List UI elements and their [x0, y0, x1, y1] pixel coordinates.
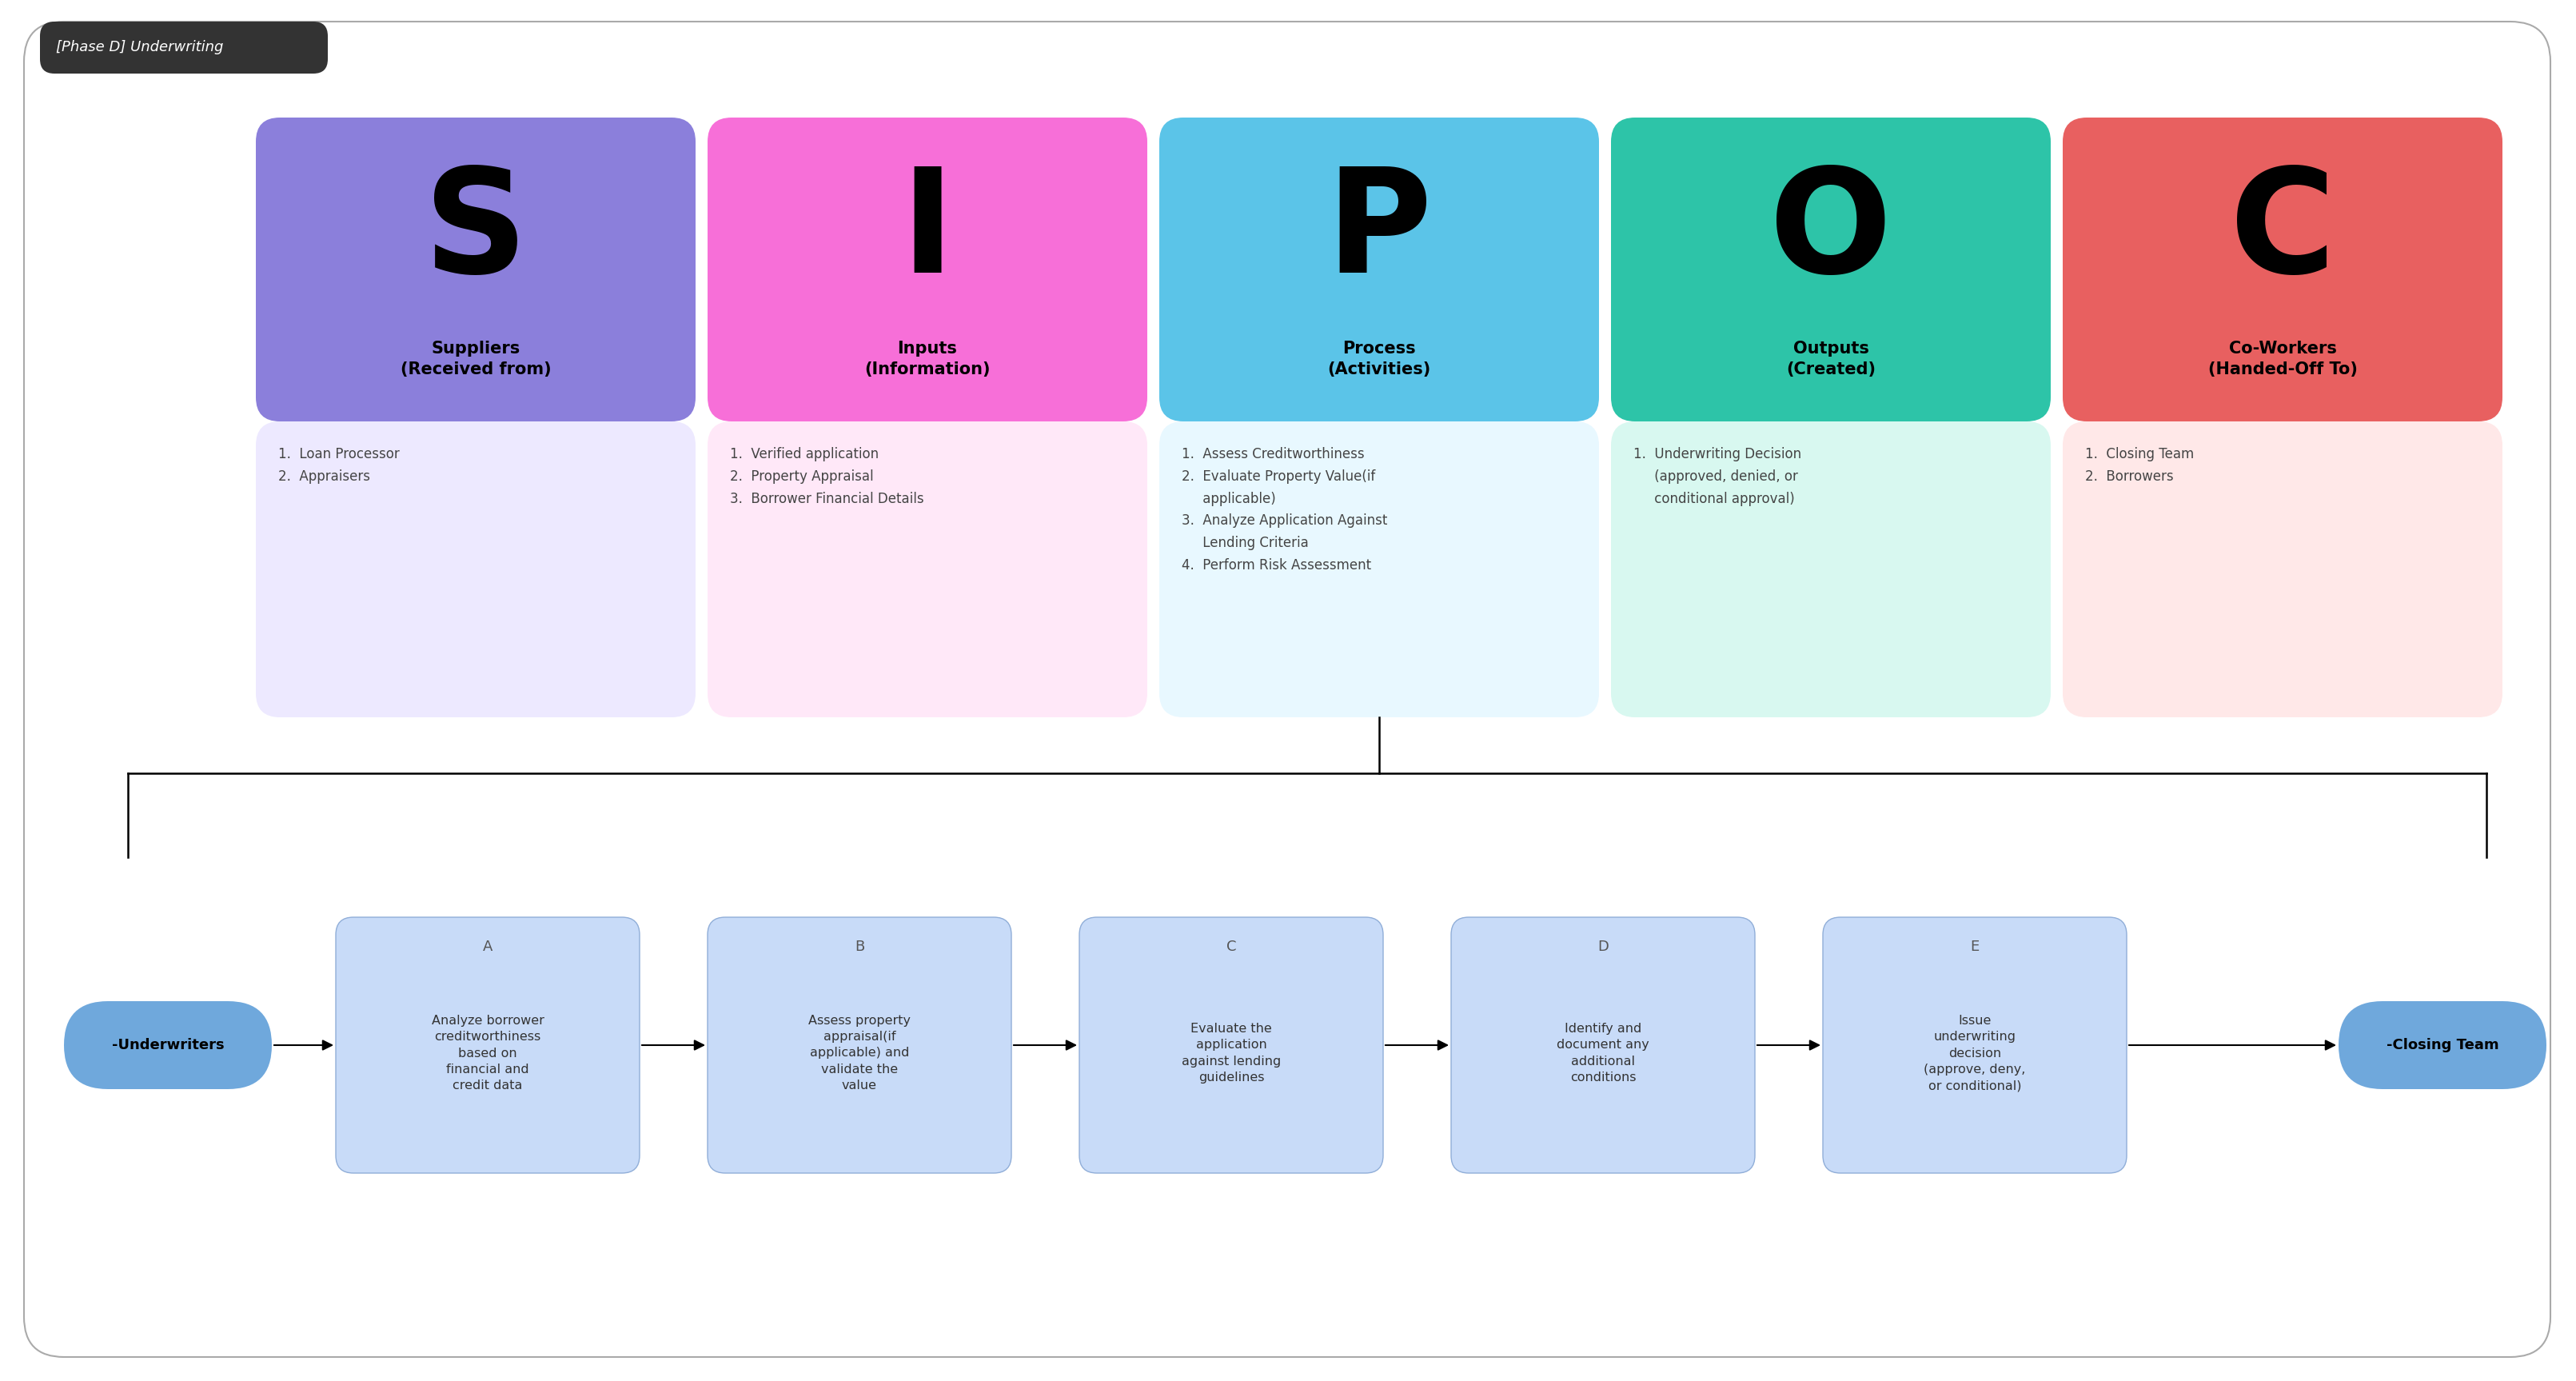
Text: 1.  Verified application
2.  Property Appraisal
3.  Borrower Financial Details: 1. Verified application 2. Property Appr… [729, 447, 925, 505]
Text: C: C [2228, 163, 2334, 304]
Text: E: E [1971, 939, 1978, 954]
Text: Suppliers
(Received from): Suppliers (Received from) [399, 341, 551, 377]
Text: C: C [1226, 939, 1236, 954]
FancyBboxPatch shape [1159, 421, 1600, 717]
FancyBboxPatch shape [708, 917, 1010, 1172]
FancyBboxPatch shape [64, 1001, 270, 1090]
FancyBboxPatch shape [1159, 117, 1600, 421]
Text: -Closing Team: -Closing Team [2385, 1039, 2499, 1052]
FancyBboxPatch shape [2061, 117, 2501, 421]
Text: Process
(Activities): Process (Activities) [1327, 341, 1430, 377]
Text: B: B [855, 939, 863, 954]
FancyBboxPatch shape [255, 117, 696, 421]
Text: 1.  Loan Processor
2.  Appraisers: 1. Loan Processor 2. Appraisers [278, 447, 399, 483]
Text: O: O [1770, 163, 1891, 304]
Text: D: D [1597, 939, 1607, 954]
Text: Evaluate the
application
against lending
guidelines: Evaluate the application against lending… [1182, 1023, 1280, 1084]
FancyBboxPatch shape [1821, 917, 2125, 1172]
FancyBboxPatch shape [708, 117, 1146, 421]
FancyBboxPatch shape [41, 22, 327, 73]
Text: Assess property
appraisal(if
applicable) and
validate the
value: Assess property appraisal(if applicable)… [809, 1015, 909, 1092]
FancyBboxPatch shape [255, 421, 696, 717]
FancyBboxPatch shape [335, 917, 639, 1172]
Text: P: P [1327, 163, 1432, 304]
Text: Issue
underwriting
decision
(approve, deny,
or conditional): Issue underwriting decision (approve, de… [1924, 1015, 2025, 1092]
Text: 1.  Assess Creditworthiness
2.  Evaluate Property Value(if
     applicable)
3.  : 1. Assess Creditworthiness 2. Evaluate P… [1182, 447, 1386, 573]
FancyBboxPatch shape [2061, 421, 2501, 717]
Text: Outputs
(Created): Outputs (Created) [1785, 341, 1875, 377]
Text: Inputs
(Information): Inputs (Information) [863, 341, 989, 377]
Text: I: I [899, 163, 953, 304]
Text: S: S [422, 163, 528, 304]
FancyBboxPatch shape [1450, 917, 1754, 1172]
Text: Identify and
document any
additional
conditions: Identify and document any additional con… [1556, 1023, 1649, 1084]
FancyBboxPatch shape [1610, 421, 2050, 717]
Text: A: A [482, 939, 492, 954]
FancyBboxPatch shape [1610, 117, 2050, 421]
Text: -Underwriters: -Underwriters [111, 1039, 224, 1052]
FancyBboxPatch shape [2339, 1001, 2545, 1090]
Text: Analyze borrower
creditworthiness
based on
financial and
credit data: Analyze borrower creditworthiness based … [430, 1015, 544, 1092]
FancyBboxPatch shape [1079, 917, 1383, 1172]
Text: 1.  Closing Team
2.  Borrowers: 1. Closing Team 2. Borrowers [2084, 447, 2192, 483]
FancyBboxPatch shape [708, 421, 1146, 717]
Text: [Phase D] Underwriting: [Phase D] Underwriting [57, 40, 224, 55]
FancyBboxPatch shape [23, 22, 2550, 1358]
Text: 1.  Underwriting Decision
     (approved, denied, or
     conditional approval): 1. Underwriting Decision (approved, deni… [1633, 447, 1801, 505]
Text: Co-Workers
(Handed-Off To): Co-Workers (Handed-Off To) [2208, 341, 2357, 377]
